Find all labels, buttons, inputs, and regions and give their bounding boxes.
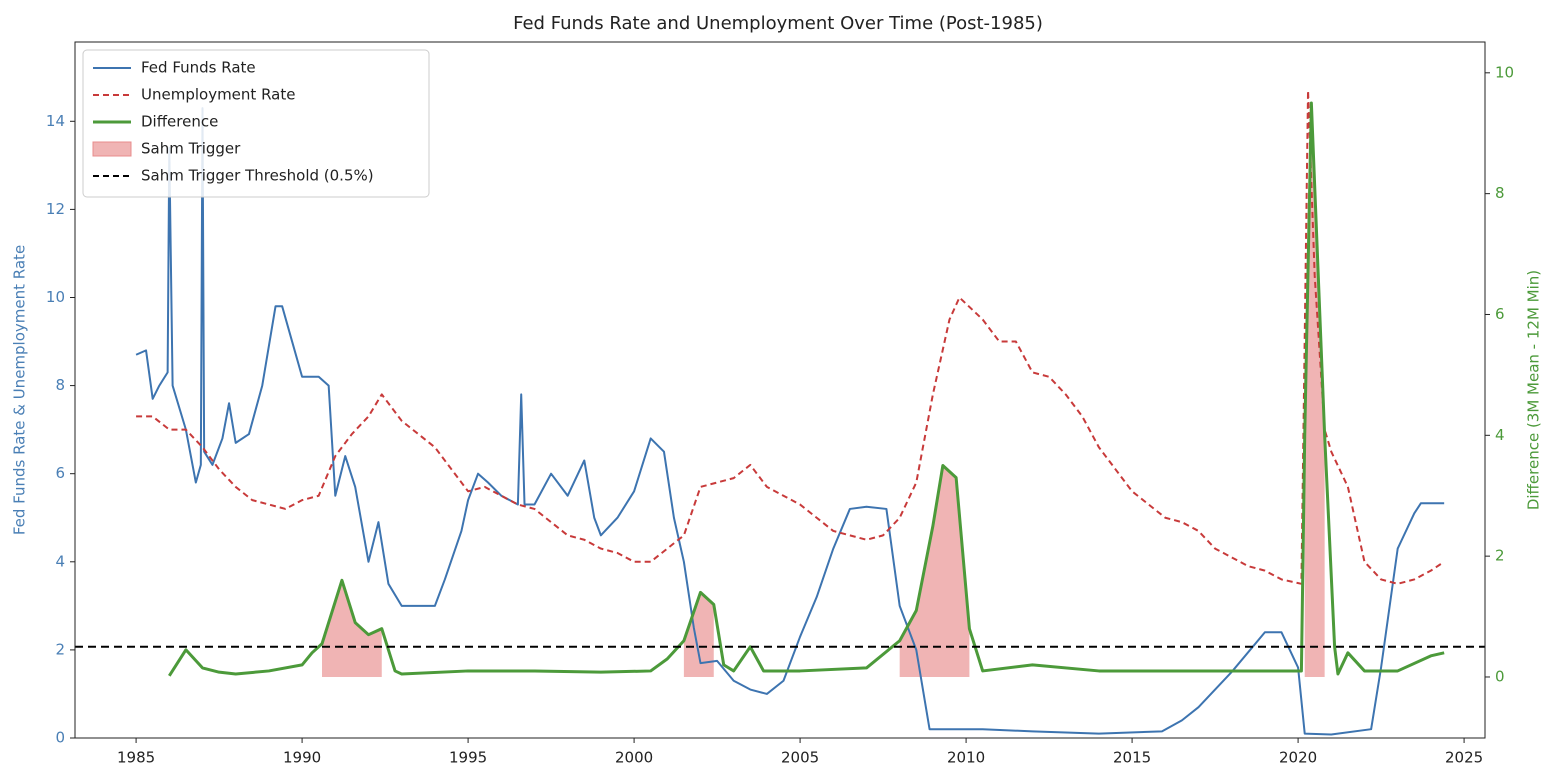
sahm-fill	[322, 580, 382, 677]
y2-tick-label: 8	[1495, 184, 1505, 202]
legend-label: Fed Funds Rate	[141, 59, 256, 77]
x-tick-label: 1990	[283, 749, 321, 767]
y2-tick-label: 0	[1495, 667, 1505, 685]
y-tick-label: 10	[46, 288, 65, 306]
y-tick-label: 6	[55, 464, 65, 482]
x-tick-label: 2005	[781, 749, 819, 767]
sahm-fill	[899, 465, 970, 677]
legend-label: Difference	[141, 113, 218, 131]
legend-swatch	[92, 141, 132, 157]
y-tick-label: 4	[55, 552, 65, 570]
chart-title: Fed Funds Rate and Unemployment Over Tim…	[513, 13, 1043, 34]
legend-box	[82, 49, 430, 198]
plot-frame	[74, 41, 1486, 739]
y2-axis-label: Difference (3M Mean - 12M Min)	[1525, 270, 1543, 510]
y2-tick-label: 6	[1495, 305, 1505, 323]
legend-label: Sahm Trigger	[141, 140, 241, 158]
y2-tick-label: 2	[1495, 547, 1505, 565]
y2-tick-label: 10	[1495, 63, 1514, 81]
y-tick-label: 0	[55, 729, 65, 747]
x-tick-label: 1985	[117, 749, 155, 767]
x-tick-label: 2000	[615, 749, 653, 767]
legend-label: Unemployment Rate	[141, 86, 295, 104]
x-tick-label: 1995	[449, 749, 487, 767]
sahm-fill	[683, 592, 714, 677]
y2-tick-label: 4	[1495, 426, 1505, 444]
x-tick-label: 2025	[1445, 749, 1483, 767]
y-tick-label: 14	[46, 112, 65, 130]
legend-label: Sahm Trigger Threshold (0.5%)	[141, 167, 374, 185]
x-tick-label: 2015	[1113, 749, 1151, 767]
series-line	[168, 101, 1445, 677]
series-line	[135, 107, 1445, 736]
x-tick-label: 2020	[1279, 749, 1317, 767]
y-axis-label: Fed Funds Rate & Unemployment Rate	[11, 245, 29, 535]
y-tick-label: 2	[55, 640, 65, 658]
series-line	[136, 89, 1445, 585]
y-tick-label: 12	[46, 200, 65, 218]
x-tick-label: 2010	[947, 749, 985, 767]
y-tick-label: 8	[55, 376, 65, 394]
